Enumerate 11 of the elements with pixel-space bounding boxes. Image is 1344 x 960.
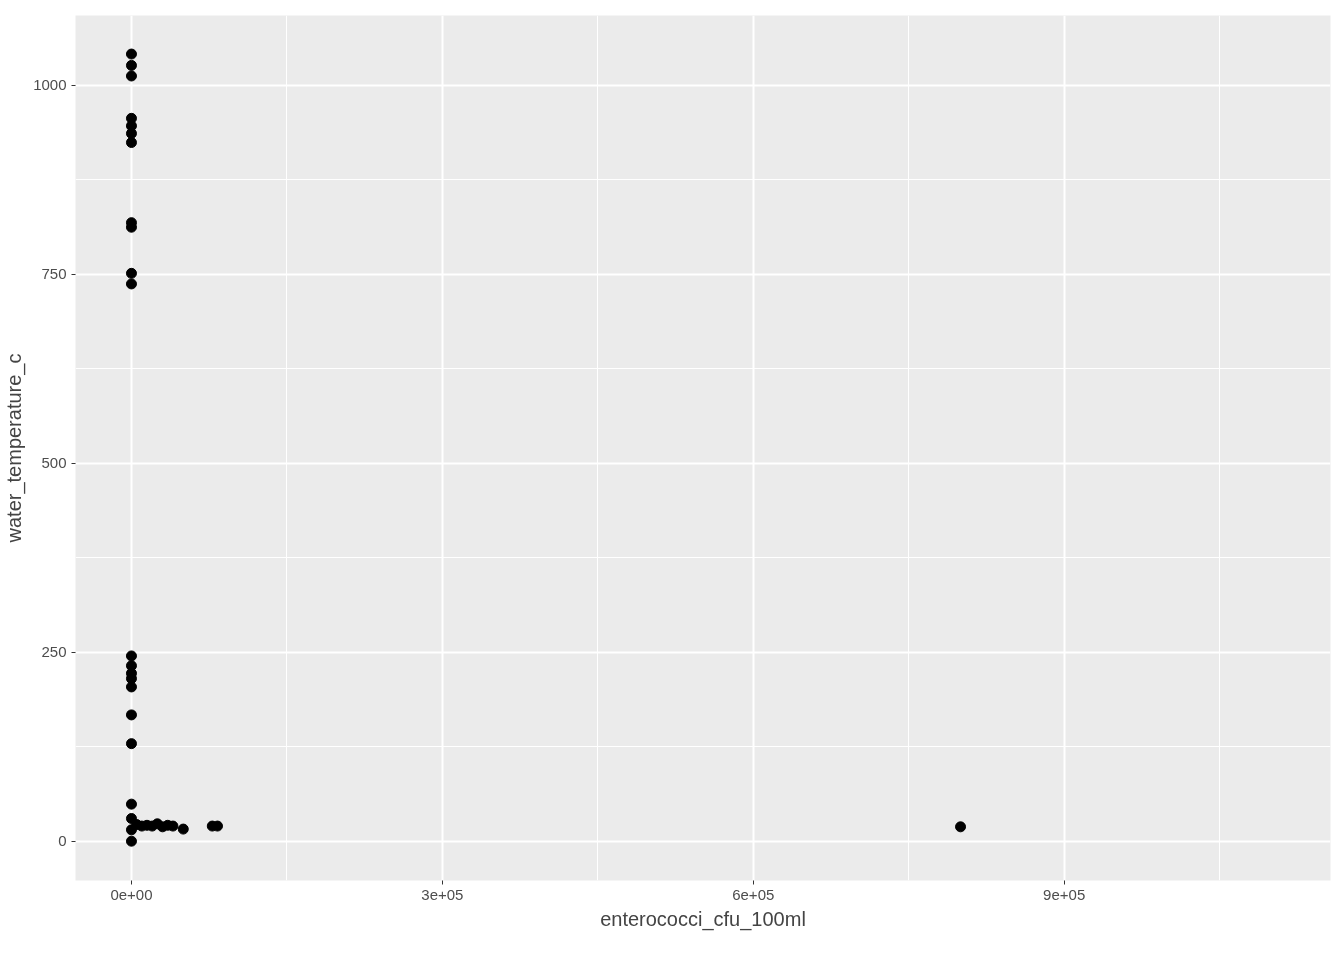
y-tick-label: 500 <box>41 454 67 472</box>
x-tick-label: 3e+05 <box>421 885 464 903</box>
y-tick-label: 750 <box>41 265 67 283</box>
x-axis-title: enterococci_cfu_100ml <box>600 907 806 931</box>
x-tick-label: 0e+00 <box>110 885 153 903</box>
y-tick-label: 0 <box>58 832 67 850</box>
x-tick-label: 6e+05 <box>732 885 775 903</box>
y-tick-label: 1000 <box>33 76 67 94</box>
x-tick-label: 9e+05 <box>1043 885 1086 903</box>
y-tick-label: 250 <box>41 643 67 661</box>
y-axis-title: water_temperature_c <box>3 353 27 544</box>
